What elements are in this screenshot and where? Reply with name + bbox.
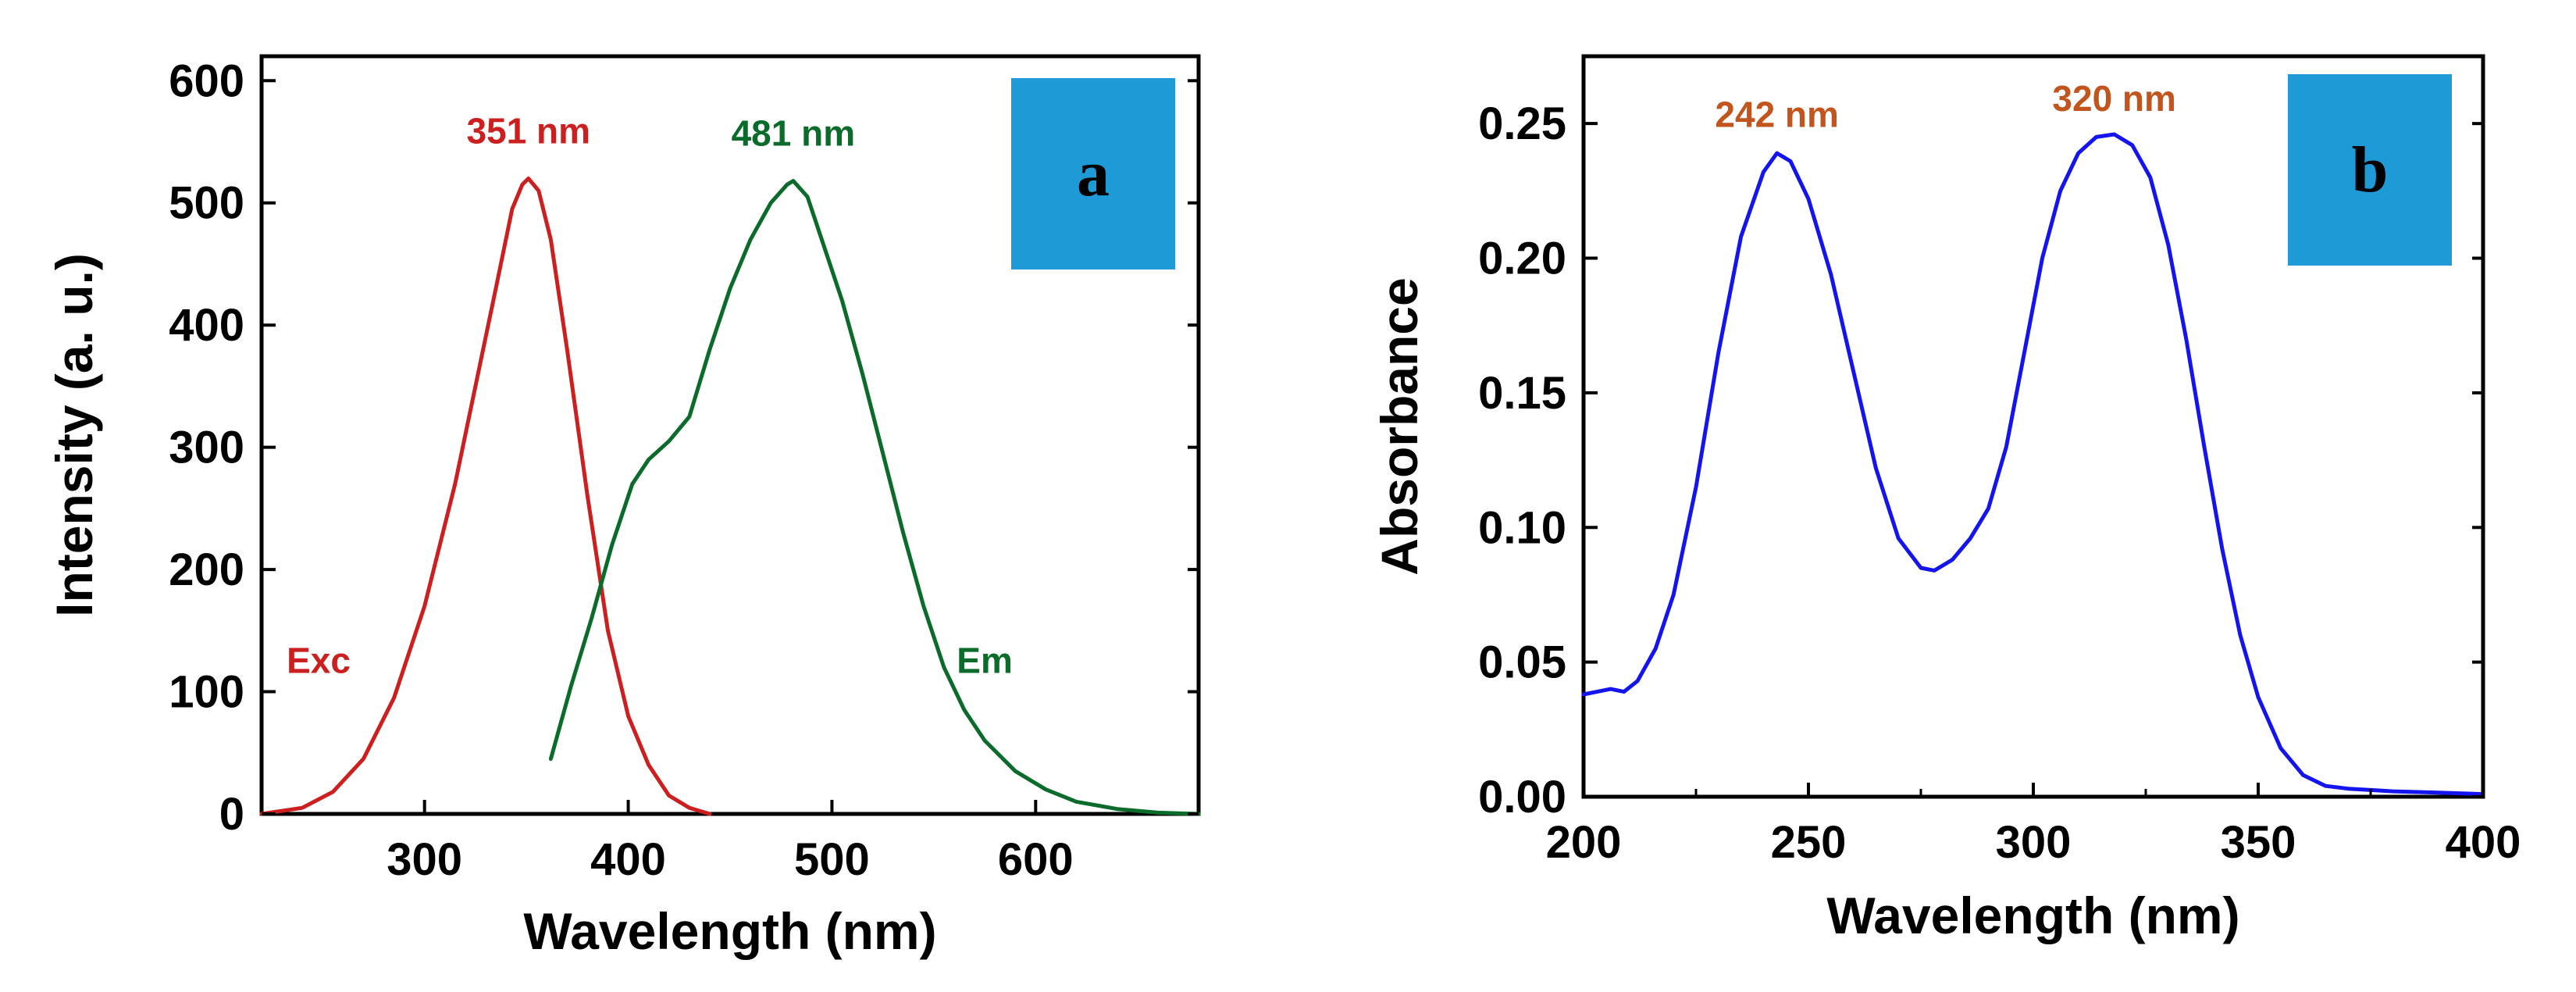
panel-a-y-tick-label: 500 bbox=[169, 178, 244, 229]
panel-b-y-tick-label: 0.15 bbox=[1478, 368, 1566, 419]
panel-b-x-axis-title: Wavelength (nm) bbox=[1826, 887, 2239, 944]
panel-a-ticks bbox=[262, 79, 1199, 815]
panel-a-y-tick-label: 400 bbox=[169, 300, 244, 351]
panel-a-excitation-emission-chart: 300 400 500 600 0 100 200 300 400 500 600 Wavelen… bbox=[45, 54, 1201, 960]
panel-a-em-series-label: Em bbox=[957, 640, 1013, 680]
panel-b-series-absorbance-line bbox=[1581, 132, 2485, 797]
panel-a-x-axis-title: Wavelength (nm) bbox=[523, 902, 936, 960]
panel-a-letter-box bbox=[1011, 78, 1175, 269]
panel-b-x-tick-label: 200 bbox=[1546, 817, 1622, 868]
panel-b-x-tick-label: 350 bbox=[2221, 817, 2296, 868]
panel-b-absorbance-chart: 200 250 300 350 400 0.00 0.05 0.10 0.15 0.20 0.25… bbox=[1370, 54, 2521, 944]
panel-a-y-axis-title: Intensity (a. u.) bbox=[45, 253, 103, 617]
panel-b-y-tick-label: 0.05 bbox=[1478, 637, 1566, 688]
panel-a-em-peak-label: 481 nm bbox=[732, 113, 856, 154]
panel-a-y-tick-label: 0 bbox=[219, 789, 244, 840]
panel-b-y-tick-label: 0.00 bbox=[1478, 772, 1566, 823]
panel-b-letter-box bbox=[2288, 74, 2452, 266]
panel-b-x-tick-label: 400 bbox=[2446, 817, 2521, 868]
panel-b-y-tick-label: 0.25 bbox=[1478, 98, 1566, 149]
panel-a-x-tick-label: 500 bbox=[794, 834, 870, 885]
panel-a-annotations: 351 nm Exc 481 nm Em bbox=[287, 110, 1013, 680]
panel-a-y-tick-label: 200 bbox=[169, 544, 244, 595]
panel-a-x-tick-label: 400 bbox=[590, 834, 666, 885]
panel-a-exc-peak-label: 351 nm bbox=[466, 110, 590, 151]
panel-b-peak-label-1: 242 nm bbox=[1715, 95, 1839, 135]
panel-b-x-tick-labels: 200 250 300 350 400 bbox=[1546, 817, 2521, 868]
panel-b-series-group bbox=[1581, 132, 2485, 797]
panel-b-y-tick-label: 0.20 bbox=[1478, 234, 1566, 284]
panel-b-x-tick-label: 250 bbox=[1771, 817, 1847, 868]
panel-a-series-exc-line bbox=[259, 177, 712, 816]
panel-a-series-em-line bbox=[548, 179, 1201, 816]
panel-b-letter: b bbox=[2352, 134, 2389, 206]
panel-b-peak-label-2: 320 nm bbox=[2052, 78, 2176, 119]
panel-a-plot-frame bbox=[259, 54, 1201, 816]
panel-a-x-tick-labels: 300 400 500 600 bbox=[387, 834, 1073, 885]
panel-b-y-tick-labels: 0.00 0.05 0.10 0.15 0.20 0.25 bbox=[1478, 98, 1566, 823]
panel-b-y-tick-label: 0.10 bbox=[1478, 502, 1566, 553]
panel-b-annotations: 242 nm 320 nm bbox=[1715, 78, 2176, 135]
panel-b-ticks bbox=[1582, 122, 2485, 798]
panel-b-y-axis-title: Absorbance bbox=[1370, 277, 1428, 575]
panel-a-y-tick-label: 100 bbox=[169, 667, 244, 718]
panel-b-x-tick-label: 300 bbox=[1996, 817, 2072, 868]
panel-a-x-tick-label: 600 bbox=[998, 834, 1074, 885]
panel-a-letter: a bbox=[1077, 137, 1110, 210]
panel-a-exc-series-label: Exc bbox=[287, 640, 351, 680]
panel-a-y-tick-label: 300 bbox=[169, 423, 244, 473]
panel-a-y-tick-labels: 0 100 200 300 400 500 600 bbox=[169, 55, 244, 840]
panel-a-x-tick-label: 300 bbox=[387, 834, 462, 885]
panel-a-series-group bbox=[259, 177, 1201, 816]
panel-a-y-tick-label: 600 bbox=[169, 55, 244, 106]
